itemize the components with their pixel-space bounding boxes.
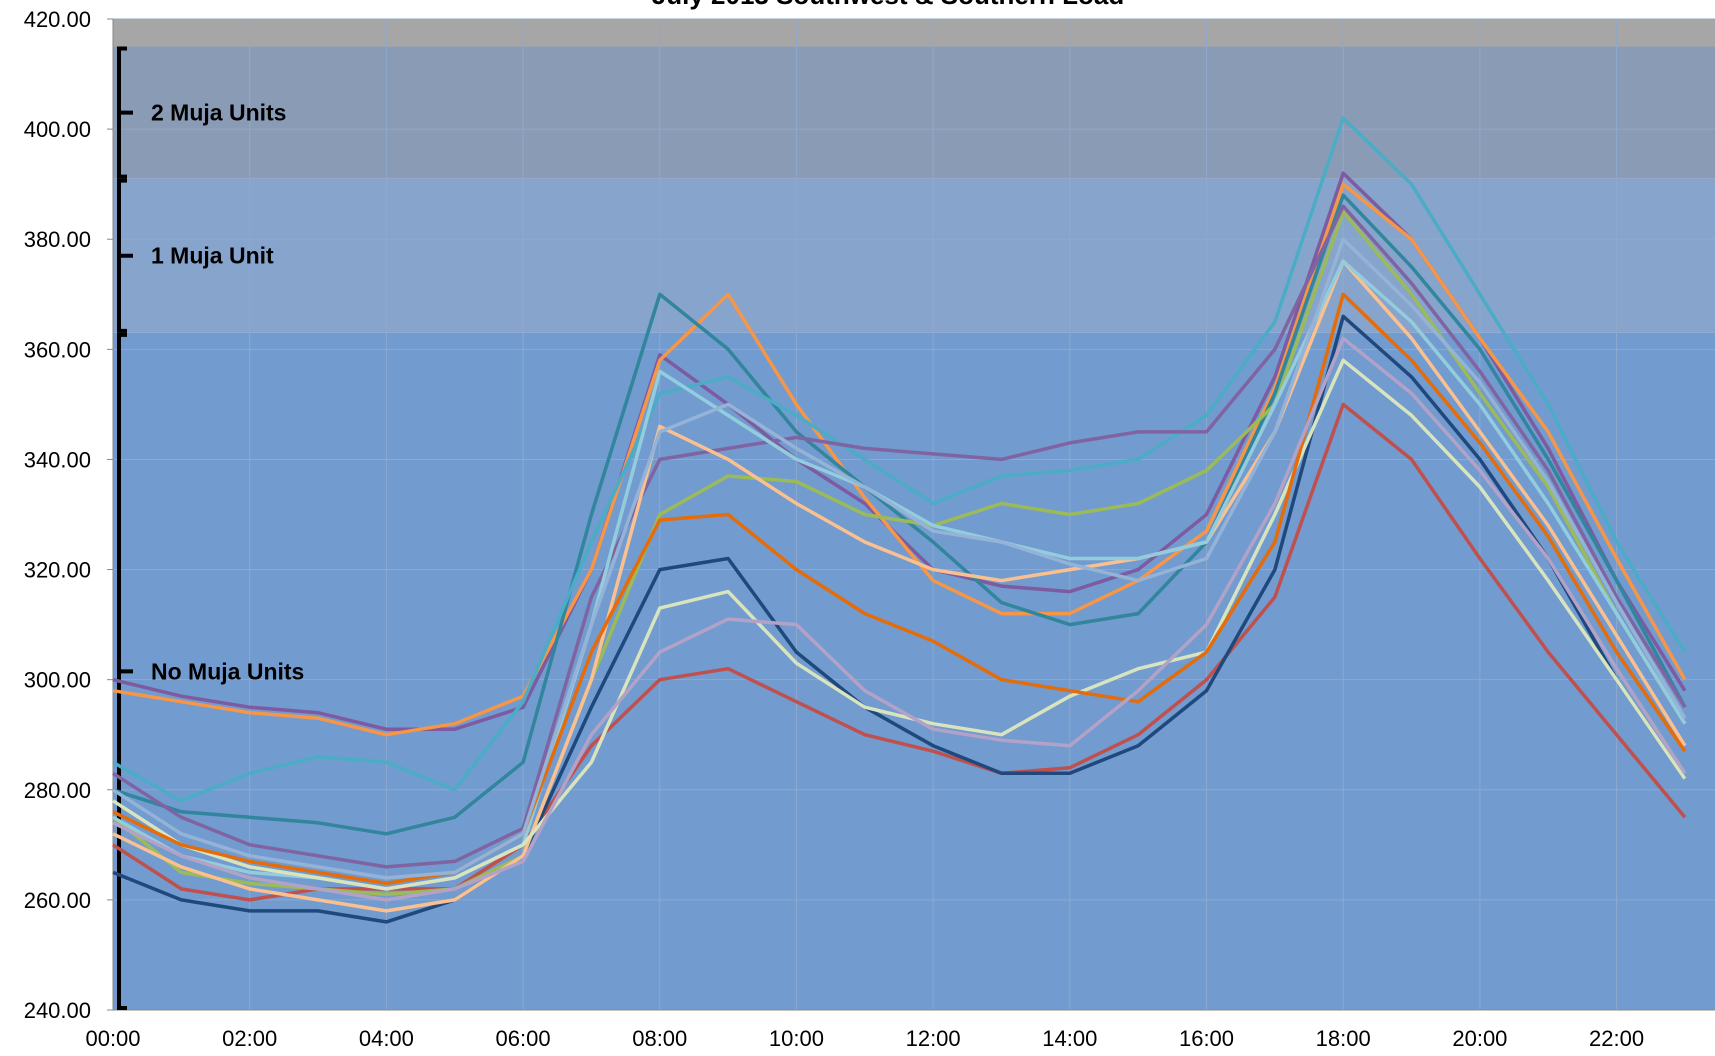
band-label: 2 Muja Units	[151, 100, 286, 126]
x-tick-label: 22:00	[1589, 1026, 1644, 1051]
chart-title: July 2013 Southwest & Southern Load	[652, 0, 1124, 10]
band	[113, 178, 1715, 333]
series-line	[112, 358, 1687, 891]
x-tick-label: 16:00	[1179, 1026, 1234, 1051]
y-tick-label: 400.00	[24, 117, 91, 142]
y-tick-label: 380.00	[24, 227, 91, 252]
y-tick-label: 280.00	[24, 778, 91, 803]
x-tick-label: 00:00	[85, 1026, 140, 1051]
series-line	[112, 182, 1687, 737]
x-tick-label: 18:00	[1316, 1026, 1371, 1051]
series-line	[112, 204, 1687, 869]
x-tick-label: 14:00	[1042, 1026, 1097, 1051]
series-line	[111, 209, 1687, 897]
series-line	[112, 336, 1687, 902]
band-label: No Muja Units	[151, 658, 304, 684]
series-line	[112, 292, 1687, 886]
series-line	[112, 402, 1687, 902]
x-tick-label: 04:00	[359, 1026, 414, 1051]
band-bracket	[117, 46, 133, 179]
y-tick-label: 420.00	[24, 7, 91, 32]
series-line	[112, 237, 1687, 880]
x-tick-label: 08:00	[632, 1026, 687, 1051]
band	[113, 19, 1715, 47]
band	[113, 46, 1715, 179]
x-tick-label: 12:00	[906, 1026, 961, 1051]
band-bracket	[117, 332, 133, 1010]
y-tick-label: 240.00	[24, 998, 91, 1023]
series-line	[112, 314, 1687, 924]
series-line	[112, 259, 1687, 913]
y-tick-label: 260.00	[24, 888, 91, 913]
series-line	[112, 193, 1687, 836]
band-bracket	[117, 178, 133, 333]
y-tick-label: 320.00	[24, 558, 91, 583]
y-tick-label: 340.00	[24, 447, 91, 472]
series-line	[112, 116, 1687, 803]
y-tick-label: 360.00	[24, 337, 91, 362]
x-tick-label: 10:00	[769, 1026, 824, 1051]
band-label: 1 Muja Unit	[151, 243, 274, 269]
x-tick-label: 20:00	[1452, 1026, 1507, 1051]
y-tick-label: 300.00	[24, 668, 91, 693]
x-tick-label: 06:00	[496, 1026, 551, 1051]
x-tick-label: 02:00	[222, 1026, 277, 1051]
